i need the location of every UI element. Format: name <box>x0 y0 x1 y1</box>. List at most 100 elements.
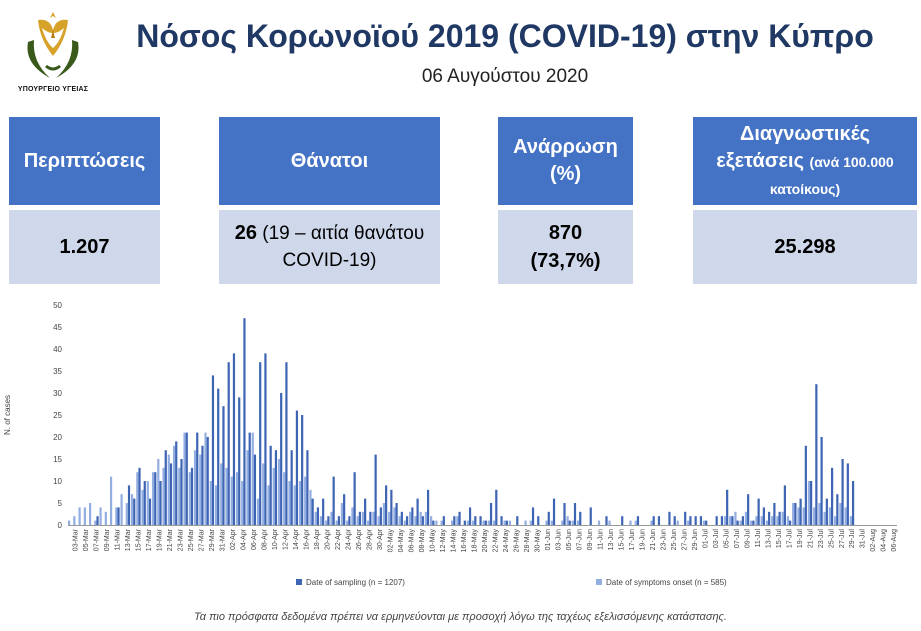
bar-onset <box>839 503 842 525</box>
bar-onset <box>818 503 821 525</box>
legend-swatch-sampling <box>296 579 302 585</box>
x-tick-label: 27-Jun <box>681 529 688 551</box>
x-tick-label: 16-Apr <box>304 528 311 550</box>
bar-onset <box>293 485 296 525</box>
bar-onset <box>256 498 260 525</box>
bar-onset <box>167 454 170 525</box>
bar-onset <box>157 459 160 525</box>
bar-onset <box>414 516 417 525</box>
bar-onset <box>146 481 149 525</box>
bar-sampling <box>657 516 661 525</box>
x-tick-label: 04-Apr <box>241 528 248 550</box>
x-tick-label: 01-Jul <box>702 529 709 549</box>
x-tick-label: 19-Jul <box>797 529 804 549</box>
bar-sampling <box>836 494 839 525</box>
bar-sampling <box>673 516 676 525</box>
bar-onset <box>398 516 401 525</box>
x-tick-label: 26-Apr <box>356 528 363 550</box>
bar-sampling <box>369 511 372 525</box>
bar-sampling <box>537 516 540 525</box>
x-tick-label: 28-May <box>524 529 531 553</box>
bar-sampling <box>285 362 288 525</box>
bar-sampling <box>699 516 703 525</box>
bar-onset <box>419 511 422 525</box>
bar-sampling <box>458 511 461 525</box>
bar-onset <box>435 520 438 525</box>
y-tick-label: 40 <box>53 345 62 354</box>
stat-recovery-label: Ανάρρωση (%) <box>498 117 633 205</box>
bar-sampling <box>421 516 424 525</box>
bar-onset <box>723 516 727 525</box>
bar-onset <box>377 516 380 525</box>
bar-onset <box>545 520 548 525</box>
x-tick-label: 04-Aug <box>881 529 888 552</box>
bar-onset <box>382 503 386 525</box>
bar-onset <box>225 467 228 525</box>
x-tick-label: 31-Mar <box>220 528 227 551</box>
bar-sampling <box>851 481 855 525</box>
bar-onset <box>687 520 690 525</box>
x-tick-label: 13-Mar <box>125 528 132 551</box>
bar-onset <box>430 516 433 525</box>
stat-recovery-percent: (73,7%) <box>530 250 601 272</box>
bar-sampling <box>804 445 807 525</box>
bar-onset <box>403 520 407 525</box>
bar-sampling <box>552 498 556 525</box>
x-tick-label: 30-May <box>534 529 541 553</box>
bar-sampling <box>463 520 466 525</box>
bar-onset <box>765 520 769 525</box>
bar-sampling <box>206 437 209 525</box>
bar-onset <box>193 450 197 525</box>
x-tick-label: 02-Aug <box>870 529 877 552</box>
bar-sampling <box>736 520 739 525</box>
bar-onset <box>277 459 281 525</box>
bar-onset <box>807 481 811 525</box>
bar-onset <box>73 516 76 525</box>
bar-sampling <box>143 481 146 525</box>
bar-sampling <box>311 498 314 525</box>
bar-onset <box>99 507 102 525</box>
y-tick-label: 10 <box>53 477 62 486</box>
stat-deaths-value: 26 <box>234 222 257 245</box>
bar-sampling <box>495 489 498 525</box>
bar-onset <box>755 516 758 525</box>
bar-sampling <box>127 485 131 525</box>
bar-onset <box>702 520 706 525</box>
x-tick-label: 25-Mar <box>188 528 195 551</box>
bar-sampling <box>390 489 393 525</box>
bar-onset <box>136 472 139 525</box>
bar-onset <box>834 516 837 525</box>
bar-sampling <box>468 507 472 525</box>
bar-onset <box>608 520 611 525</box>
bar-sampling <box>343 494 346 525</box>
bar-sampling <box>306 450 309 525</box>
y-tick-label: 5 <box>58 499 63 508</box>
x-tick-label: 22-Apr <box>335 528 342 550</box>
bar-onset <box>634 520 637 525</box>
x-tick-label: 03-Jun <box>555 529 562 551</box>
bar-sampling <box>348 516 351 525</box>
bar-onset <box>492 520 496 525</box>
bar-sampling <box>442 516 445 525</box>
bar-sampling <box>227 362 230 525</box>
y-tick-label: 20 <box>53 433 62 442</box>
bar-sampling <box>364 498 367 525</box>
x-tick-label: 02-May <box>388 529 395 553</box>
bar-sampling <box>301 415 304 525</box>
bar-sampling <box>217 388 220 525</box>
bar-sampling <box>621 516 624 525</box>
x-tick-label: 23-Jun <box>660 529 667 551</box>
bar-sampling <box>374 454 377 525</box>
bar-onset <box>571 520 574 525</box>
bar-sampling <box>762 507 765 525</box>
bar-onset <box>172 445 176 525</box>
x-tick-label: 22-May <box>492 529 499 553</box>
y-tick-label: 25 <box>53 411 62 420</box>
bar-sampling <box>825 498 828 525</box>
x-tick-label: 16-May <box>461 529 468 553</box>
report-date: 06 Αυγούστου 2020 <box>421 66 589 87</box>
bar-onset <box>828 507 831 525</box>
bar-onset <box>487 520 490 525</box>
bar-sampling <box>154 472 157 525</box>
